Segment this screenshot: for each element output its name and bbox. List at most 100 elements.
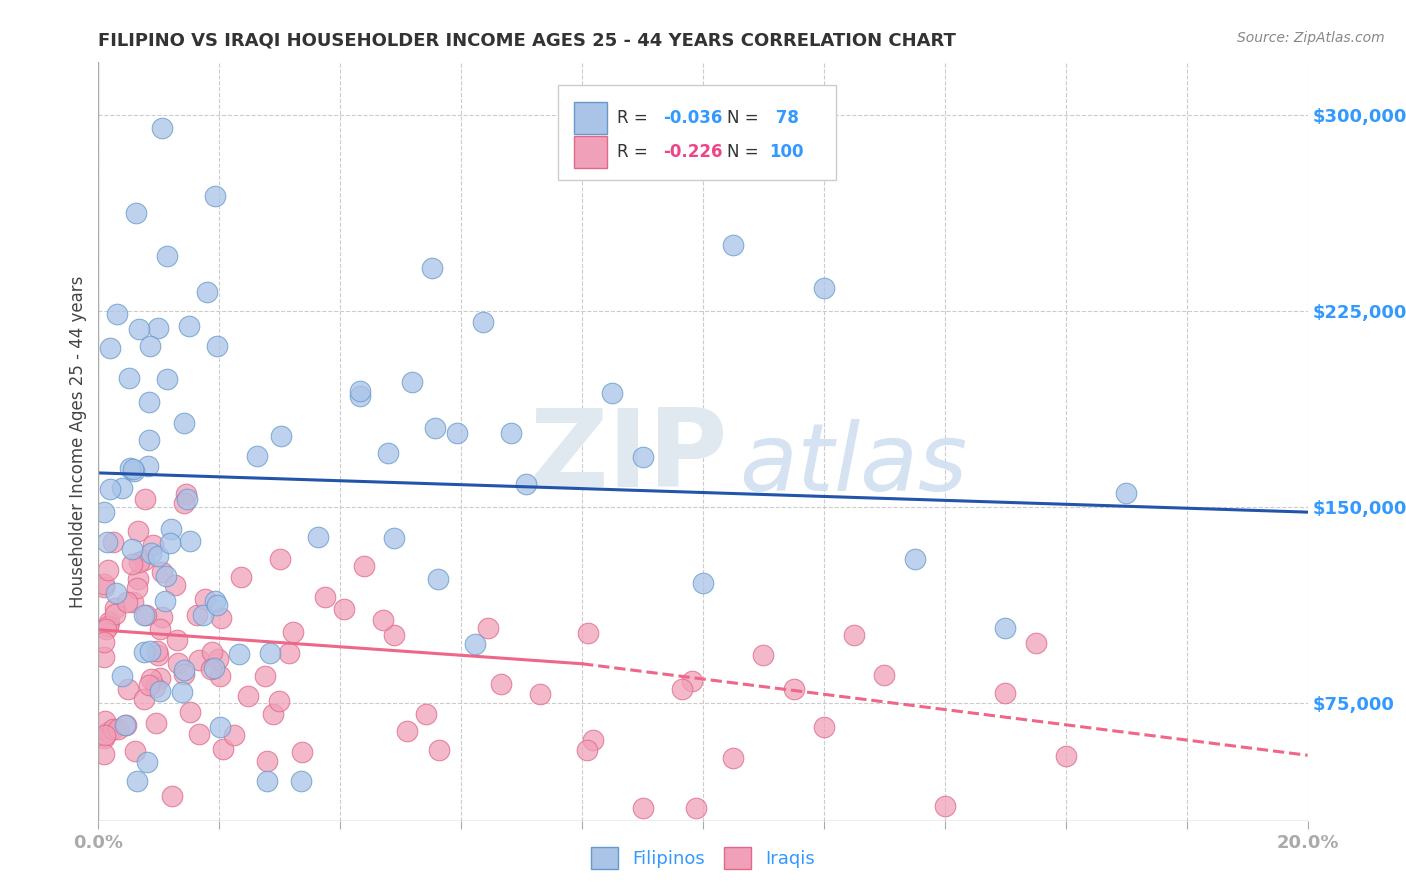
Point <box>602 386 624 401</box>
Point <box>128 555 150 569</box>
Point <box>118 371 141 385</box>
Point <box>94 728 117 742</box>
Y-axis label: Householder Income Ages 25 - 44 years: Householder Income Ages 25 - 44 years <box>69 276 87 607</box>
Point <box>207 651 229 665</box>
Point <box>499 425 522 440</box>
Point <box>138 395 160 409</box>
Point <box>156 372 179 386</box>
Point <box>115 595 138 609</box>
Text: atlas: atlas <box>740 418 967 510</box>
Point <box>201 645 224 659</box>
Point <box>160 789 183 804</box>
Bar <box>574 102 607 134</box>
Point <box>471 315 494 329</box>
Point <box>576 626 599 640</box>
Point <box>844 628 866 642</box>
Point <box>173 663 195 677</box>
Point <box>256 755 278 769</box>
Point <box>934 798 956 813</box>
Point <box>873 668 896 682</box>
Point <box>121 541 143 556</box>
Point <box>138 433 160 447</box>
Point <box>208 669 231 683</box>
Point <box>167 656 190 670</box>
Text: 78: 78 <box>769 109 799 127</box>
Point <box>270 428 292 442</box>
Point <box>373 613 395 627</box>
Point <box>415 706 437 721</box>
Point <box>723 238 745 252</box>
Point <box>125 205 148 219</box>
Point <box>93 580 115 594</box>
Point <box>146 320 169 334</box>
Point <box>114 718 136 732</box>
Point <box>166 632 188 647</box>
Point <box>136 458 159 473</box>
Point <box>96 535 118 549</box>
Point <box>631 450 654 464</box>
Point <box>93 505 115 519</box>
Point <box>159 536 181 550</box>
Point <box>254 669 277 683</box>
Point <box>127 524 149 539</box>
Point <box>122 464 145 478</box>
Point <box>205 339 228 353</box>
Point <box>125 581 148 595</box>
Point <box>135 607 157 622</box>
Point <box>105 307 128 321</box>
Point <box>529 687 551 701</box>
Text: N =: N = <box>727 143 763 161</box>
Point <box>173 666 195 681</box>
Point <box>212 741 235 756</box>
Point <box>104 607 127 621</box>
Point <box>464 637 486 651</box>
Point <box>377 445 399 459</box>
Point <box>138 643 160 657</box>
Point <box>177 318 200 333</box>
Point <box>104 586 127 600</box>
Point <box>165 578 187 592</box>
Point <box>98 342 121 356</box>
Point <box>382 531 405 545</box>
Point <box>307 530 329 544</box>
Point <box>188 727 211 741</box>
Point <box>1115 486 1137 500</box>
Point <box>205 598 228 612</box>
Point <box>314 591 336 605</box>
Point <box>173 416 195 430</box>
Point <box>420 261 443 276</box>
Point <box>269 552 291 566</box>
Point <box>134 491 156 506</box>
Point <box>125 774 148 789</box>
Point <box>1024 635 1046 649</box>
Point <box>188 653 211 667</box>
Point <box>101 535 124 549</box>
Point <box>238 689 260 703</box>
Point <box>173 496 195 510</box>
Point <box>103 722 125 736</box>
Point <box>179 533 201 548</box>
Point <box>107 722 129 736</box>
Point <box>1054 749 1077 764</box>
Point <box>256 774 278 789</box>
Point <box>396 724 419 739</box>
Point <box>671 681 693 696</box>
Point <box>200 662 222 676</box>
Point <box>291 745 314 759</box>
Text: Source: ZipAtlas.com: Source: ZipAtlas.com <box>1237 31 1385 45</box>
Point <box>783 681 806 696</box>
Point <box>489 677 512 691</box>
Text: R =: R = <box>617 109 654 127</box>
Point <box>246 450 269 464</box>
Point <box>111 669 134 683</box>
Text: N =: N = <box>727 109 763 127</box>
Point <box>122 461 145 475</box>
Point <box>349 389 371 403</box>
Point <box>277 646 299 660</box>
Point <box>97 724 120 739</box>
Point <box>813 281 835 295</box>
Point <box>208 720 231 734</box>
Point <box>96 622 118 636</box>
Point <box>209 610 232 624</box>
Point <box>427 742 450 756</box>
